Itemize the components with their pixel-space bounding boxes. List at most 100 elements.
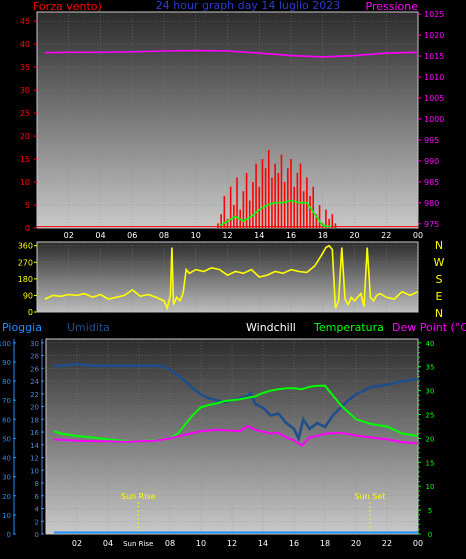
bottom-x-tick-label: 00 xyxy=(413,539,423,548)
top-right-tick-label: 980 xyxy=(424,199,439,208)
chart-title: 24 hour graph day 14 luglio 2023 xyxy=(156,0,340,12)
top-x-tick-label: 00 xyxy=(413,231,423,240)
top-left-tick-label: 45 xyxy=(20,17,30,26)
mid-left-tick-label: 180 xyxy=(18,275,33,284)
top-right-tick-label: 1010 xyxy=(424,73,444,82)
bottom-x-tick-label: 10 xyxy=(196,539,206,548)
bottom-x-tick-label: 22 xyxy=(382,539,392,548)
temp-right-tick-label: 10 xyxy=(426,483,435,491)
top-left-tick-label: 40 xyxy=(20,40,30,49)
temp-right-tick-label: 40 xyxy=(426,340,435,348)
humidity-axis-title: Umidita xyxy=(67,321,110,334)
bottom-x-tick-label: 12 xyxy=(227,539,237,548)
top-left-tick-label: 20 xyxy=(20,132,30,141)
humidity-tick-label: 20 xyxy=(30,404,39,412)
compass-label: E xyxy=(436,290,443,303)
humidity-tick-label: 18 xyxy=(30,416,39,424)
top-x-tick-label: 12 xyxy=(222,231,232,240)
bottom-x-tick-label: 18 xyxy=(320,539,330,548)
top-right-tick-label: 990 xyxy=(424,157,439,166)
humidity-tick-label: 2 xyxy=(35,518,39,526)
top-x-tick-label: 08 xyxy=(159,231,169,240)
top-right-tick-label: 1005 xyxy=(424,94,444,103)
windchill-legend: Windchill xyxy=(246,321,296,334)
bottom-x-tick-label: 16 xyxy=(289,539,299,548)
temperature-legend: Temperatura xyxy=(313,321,384,334)
compass-label: N xyxy=(435,307,443,320)
humidity-tick-label: 12 xyxy=(30,455,39,463)
rain-tick-label: 80 xyxy=(2,378,11,386)
compass-label: W xyxy=(434,256,445,269)
bottom-x-tick-label: 08 xyxy=(165,539,175,548)
wind-average-line xyxy=(219,199,331,228)
top-left-tick-label: 0 xyxy=(25,224,30,233)
pressure-line xyxy=(44,49,419,58)
rain-tick-label: 70 xyxy=(2,397,11,405)
pressure-axis-title: Pressione xyxy=(366,0,419,13)
humidity-tick-label: 30 xyxy=(30,340,39,348)
rain-tick-label: 40 xyxy=(2,455,11,463)
top-right-tick-label: 1020 xyxy=(424,31,444,40)
top-left-tick-label: 35 xyxy=(20,63,30,72)
bottom-x-tick-label: 20 xyxy=(351,539,361,548)
temp-right-tick-label: 0 xyxy=(428,531,432,539)
bottom-x-tick-label: 04 xyxy=(103,539,113,548)
top-right-tick-label: 1015 xyxy=(424,52,444,61)
top-x-tick-label: 10 xyxy=(191,231,201,240)
top-right-tick-label: 985 xyxy=(424,178,439,187)
sunrise-axis-label: Sun Rise xyxy=(123,540,153,548)
rain-tick-label: 90 xyxy=(2,359,11,367)
middle-panel xyxy=(36,241,419,313)
compass-label: N xyxy=(435,239,443,252)
top-left-tick-label: 25 xyxy=(20,109,30,118)
top-left-tick-label: 10 xyxy=(20,178,30,187)
humidity-tick-label: 4 xyxy=(35,506,40,514)
top-x-tick-label: 22 xyxy=(381,231,391,240)
top-left-tick-label: 15 xyxy=(20,155,30,164)
compass-label: S xyxy=(436,273,443,286)
rain-axis-title: Pioggia xyxy=(2,321,42,334)
rain-tick-label: 20 xyxy=(2,493,11,501)
humidity-tick-label: 24 xyxy=(30,378,39,386)
temp-right-tick-label: 20 xyxy=(426,435,435,443)
rain-tick-label: 30 xyxy=(2,474,11,482)
sunrise-label: Sun Rise xyxy=(121,492,156,501)
top-x-tick-label: 16 xyxy=(286,231,296,240)
top-x-tick-label: 04 xyxy=(95,231,105,240)
top-x-tick-label: 20 xyxy=(349,231,359,240)
bottom-x-tick-label: 14 xyxy=(258,539,268,548)
humidity-tick-label: 14 xyxy=(30,442,39,450)
wind-direction-line xyxy=(44,244,419,311)
temp-right-tick-label: 35 xyxy=(426,364,435,372)
rain-tick-label: 50 xyxy=(2,435,11,443)
rain-tick-label: 0 xyxy=(7,531,11,539)
bottom-x-tick-label: 02 xyxy=(72,539,82,548)
top-x-tick-label: 18 xyxy=(318,231,328,240)
top-right-tick-label: 995 xyxy=(424,136,439,145)
mid-left-tick-label: 270 xyxy=(18,258,33,267)
top-right-tick-label: 1000 xyxy=(424,115,444,124)
temp-right-tick-label: 5 xyxy=(428,507,432,515)
top-right-tick-label: 975 xyxy=(424,220,439,229)
series-line-dew-point-c xyxy=(53,424,419,447)
top-x-tick-label: 14 xyxy=(254,231,264,240)
sunset-label: Sun Set xyxy=(354,492,385,501)
humidity-tick-label: 6 xyxy=(35,493,40,501)
humidity-tick-label: 22 xyxy=(30,391,39,399)
dewpoint-legend: Dew Point (°C) xyxy=(392,321,466,334)
wind-axis-title: Forza vento) xyxy=(33,0,102,13)
top-left-tick-label: 30 xyxy=(20,86,30,95)
mid-left-tick-label: 360 xyxy=(18,242,33,251)
humidity-tick-label: 16 xyxy=(30,429,39,437)
humidity-tick-label: 28 xyxy=(30,353,39,361)
humidity-tick-label: 8 xyxy=(35,480,39,488)
rain-tick-label: 60 xyxy=(2,416,11,424)
rain-tick-label: 10 xyxy=(2,512,11,520)
temp-right-tick-label: 25 xyxy=(426,412,435,420)
top-x-tick-label: 06 xyxy=(127,231,137,240)
rain-tick-label: 100 xyxy=(0,340,11,348)
humidity-tick-label: 10 xyxy=(30,467,39,475)
mid-left-tick-label: 0 xyxy=(28,308,33,317)
top-left-tick-label: 5 xyxy=(25,201,30,210)
